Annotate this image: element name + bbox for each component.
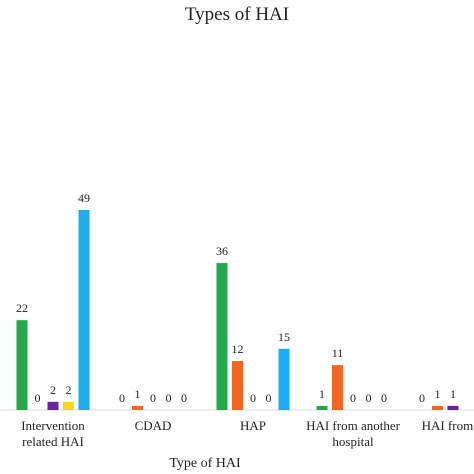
value-label: 1 xyxy=(135,387,141,401)
value-label: 0 xyxy=(419,391,425,405)
value-label: 12 xyxy=(232,342,244,356)
bar xyxy=(16,320,28,410)
value-label: 1 xyxy=(450,387,456,401)
value-label: 1 xyxy=(435,387,441,401)
value-label: 22 xyxy=(16,301,28,315)
value-label: 0 xyxy=(381,391,387,405)
bar xyxy=(316,405,328,410)
bar xyxy=(447,405,459,410)
bar xyxy=(332,365,343,410)
value-label: 15 xyxy=(278,330,290,344)
x-axis-title: Type of HAI xyxy=(169,456,241,471)
bar xyxy=(216,263,228,410)
value-label: 0 xyxy=(366,391,372,405)
value-label: 11 xyxy=(332,346,344,360)
x-tick-label: HAP xyxy=(240,418,266,433)
bar xyxy=(78,210,90,410)
x-tick-label: Intervention related HAI xyxy=(21,418,85,449)
bar xyxy=(63,401,74,410)
bar xyxy=(278,348,290,410)
value-label: 1 xyxy=(319,387,325,401)
bar xyxy=(432,405,443,410)
bar xyxy=(232,361,243,410)
value-label: 2 xyxy=(66,383,72,397)
chart-title: Types of HAI xyxy=(185,4,289,25)
value-label: 0 xyxy=(181,391,187,405)
x-tick-label: CDAD xyxy=(135,418,172,433)
value-label: 0 xyxy=(35,391,41,405)
value-label: 0 xyxy=(166,391,172,405)
value-label: 49 xyxy=(78,191,90,205)
x-tick-label: HAI from L xyxy=(422,418,474,433)
value-label: 0 xyxy=(350,391,356,405)
value-label: 2 xyxy=(50,383,56,397)
value-label: 0 xyxy=(250,391,256,405)
value-label: 36 xyxy=(216,244,228,258)
x-tick-label: HAI from another hospital xyxy=(306,418,401,449)
bar xyxy=(47,401,59,410)
value-label: 0 xyxy=(119,391,125,405)
bar xyxy=(132,405,143,410)
value-label: 0 xyxy=(150,391,156,405)
value-label: 0 xyxy=(266,391,272,405)
